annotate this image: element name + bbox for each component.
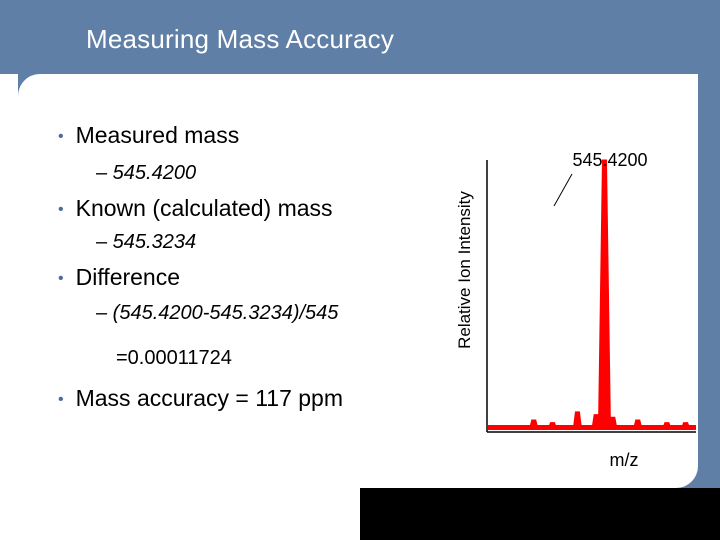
bullet-icon: • xyxy=(58,201,64,218)
bullet-measured-mass: • Measured mass xyxy=(58,122,239,149)
sub-bullet-known-value: – 545.3234 xyxy=(96,231,197,253)
sub-bullet-difference-result: =0.00011724 xyxy=(116,347,232,369)
title-bar xyxy=(62,0,720,74)
bullet-text: Known (calculated) mass xyxy=(75,195,333,221)
spectrum-series xyxy=(488,159,696,430)
peak-annotation: 545.4200 xyxy=(572,150,647,170)
bullet-mass-accuracy: • Mass accuracy = 117 ppm xyxy=(58,385,343,412)
bullet-text: Difference xyxy=(75,264,181,290)
spectrum-peak xyxy=(547,422,558,429)
spectrum-peak xyxy=(662,422,672,429)
x-axis-label: m/z xyxy=(610,450,639,470)
spectrum-peak xyxy=(572,411,583,429)
slide-title: Measuring Mass Accuracy xyxy=(86,24,395,54)
bullet-icon: • xyxy=(58,270,64,287)
content-panel xyxy=(18,74,698,488)
spectrum-peak xyxy=(597,159,611,429)
annotation-leader-line xyxy=(553,173,573,207)
spectrum-peak xyxy=(633,419,643,429)
spectrum-peak xyxy=(680,422,691,429)
left-margin xyxy=(0,74,18,540)
spectrum-peak xyxy=(608,416,618,429)
bullet-difference: • Difference xyxy=(58,264,180,291)
black-footer-box xyxy=(360,488,720,540)
bullet-known-mass: • Known (calculated) mass xyxy=(58,195,333,222)
sub-bullet-difference-formula: – (545.4200-545.3234)/545 xyxy=(96,302,339,324)
bullet-text: Measured mass xyxy=(75,122,240,148)
bullet-text: Mass accuracy = 117 ppm xyxy=(75,385,343,411)
spectrum-peak xyxy=(529,419,539,429)
bullet-icon: • xyxy=(58,128,64,145)
sub-bullet-measured-value: – 545.4200 xyxy=(96,162,197,184)
bullet-icon: • xyxy=(58,391,64,408)
y-axis-label: Relative Ion Intensity xyxy=(455,191,474,349)
